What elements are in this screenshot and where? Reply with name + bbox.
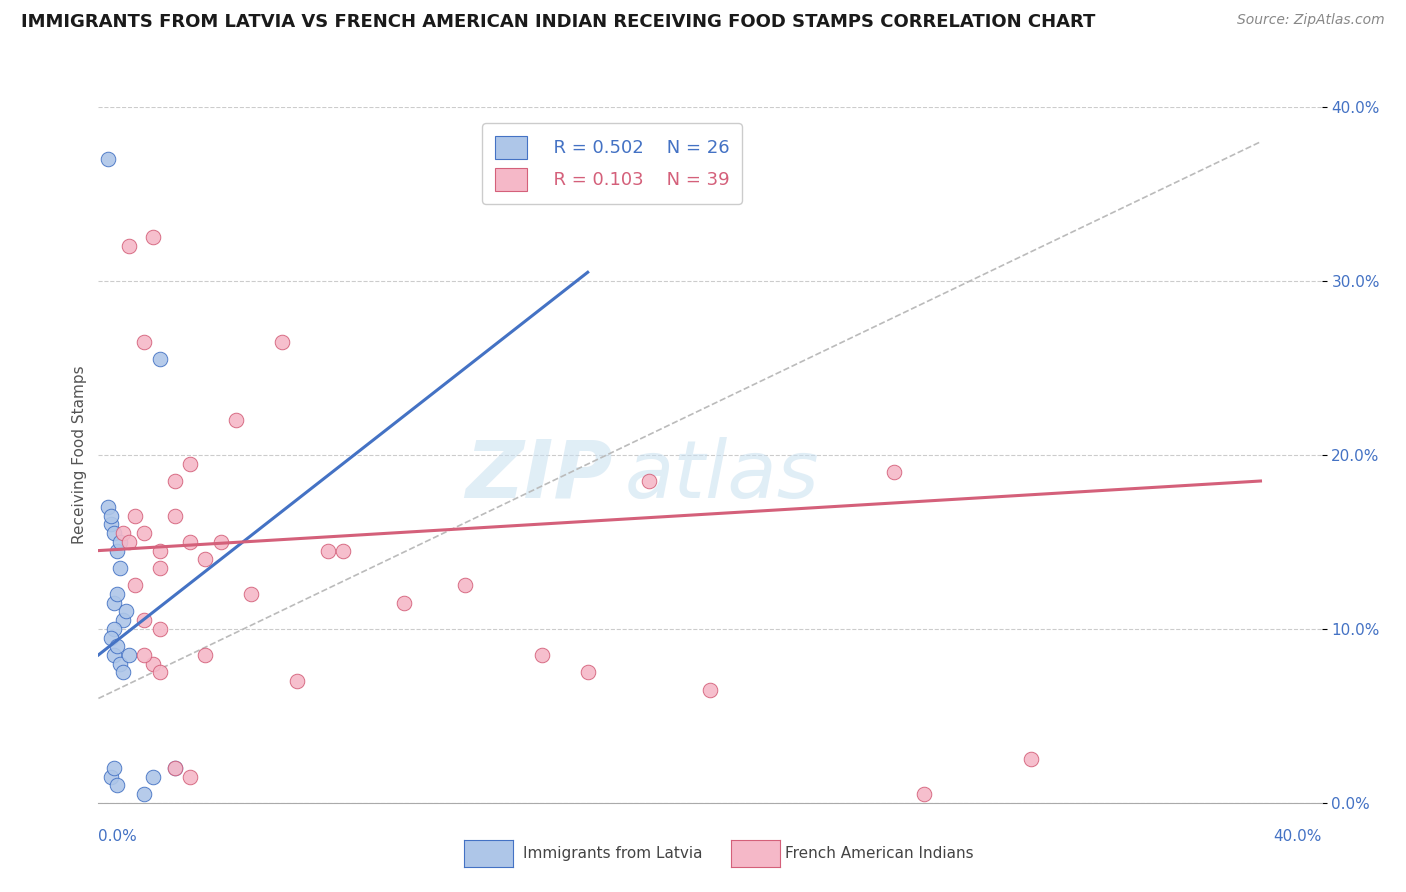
Point xyxy=(240,587,263,601)
Point xyxy=(118,534,141,549)
Point xyxy=(111,665,134,680)
Point xyxy=(118,648,141,662)
Point xyxy=(163,761,186,775)
Text: ZIP: ZIP xyxy=(465,437,612,515)
Point xyxy=(209,534,232,549)
Point xyxy=(118,239,141,253)
Point xyxy=(105,543,128,558)
Point xyxy=(97,152,120,166)
Point xyxy=(111,613,134,627)
Point xyxy=(179,457,201,471)
Point xyxy=(97,500,120,514)
Point xyxy=(392,596,416,610)
Point xyxy=(1019,752,1042,766)
Point xyxy=(285,674,308,689)
Point xyxy=(111,526,134,541)
Point xyxy=(134,334,156,349)
Point xyxy=(149,622,172,636)
Point xyxy=(912,787,935,801)
Point xyxy=(134,613,156,627)
Point xyxy=(105,587,128,601)
Point xyxy=(124,578,146,592)
Text: 0.0%: 0.0% xyxy=(98,829,138,844)
Point xyxy=(108,561,131,575)
Point xyxy=(142,230,165,244)
Point xyxy=(103,596,125,610)
Point xyxy=(103,648,125,662)
Point xyxy=(179,770,201,784)
Point xyxy=(194,552,217,566)
Y-axis label: Receiving Food Stamps: Receiving Food Stamps xyxy=(72,366,87,544)
Text: French American Indians: French American Indians xyxy=(785,847,973,861)
Point xyxy=(100,631,122,645)
Point xyxy=(105,778,128,792)
Point xyxy=(100,508,122,523)
Text: atlas: atlas xyxy=(624,437,820,515)
Point xyxy=(163,474,186,488)
Point xyxy=(637,474,661,488)
Point xyxy=(149,352,172,367)
Text: Immigrants from Latvia: Immigrants from Latvia xyxy=(523,847,703,861)
Point xyxy=(332,543,354,558)
Point xyxy=(225,413,247,427)
Point xyxy=(134,526,156,541)
Point xyxy=(103,526,125,541)
Point xyxy=(179,534,201,549)
Point xyxy=(163,508,186,523)
Legend:   R = 0.502    N = 26,   R = 0.103    N = 39: R = 0.502 N = 26, R = 0.103 N = 39 xyxy=(482,123,742,203)
Point xyxy=(100,770,122,784)
Text: 40.0%: 40.0% xyxy=(1274,829,1322,844)
Point xyxy=(270,334,294,349)
Point xyxy=(163,761,186,775)
Point xyxy=(454,578,477,592)
Point xyxy=(103,761,125,775)
Point xyxy=(105,639,128,653)
Point xyxy=(108,534,131,549)
Point xyxy=(149,543,172,558)
Point xyxy=(134,648,156,662)
Point xyxy=(124,508,146,523)
Point xyxy=(194,648,217,662)
Text: Source: ZipAtlas.com: Source: ZipAtlas.com xyxy=(1237,13,1385,28)
Point xyxy=(149,665,172,680)
Point xyxy=(142,657,165,671)
Point xyxy=(149,561,172,575)
Point xyxy=(699,682,721,697)
Point xyxy=(100,517,122,532)
Point xyxy=(576,665,599,680)
Point xyxy=(316,543,339,558)
Point xyxy=(530,648,553,662)
Point xyxy=(103,622,125,636)
Point xyxy=(134,787,156,801)
Point xyxy=(108,657,131,671)
Point xyxy=(883,466,905,480)
Text: IMMIGRANTS FROM LATVIA VS FRENCH AMERICAN INDIAN RECEIVING FOOD STAMPS CORRELATI: IMMIGRANTS FROM LATVIA VS FRENCH AMERICA… xyxy=(21,13,1095,31)
Point xyxy=(115,605,138,619)
Point xyxy=(142,770,165,784)
